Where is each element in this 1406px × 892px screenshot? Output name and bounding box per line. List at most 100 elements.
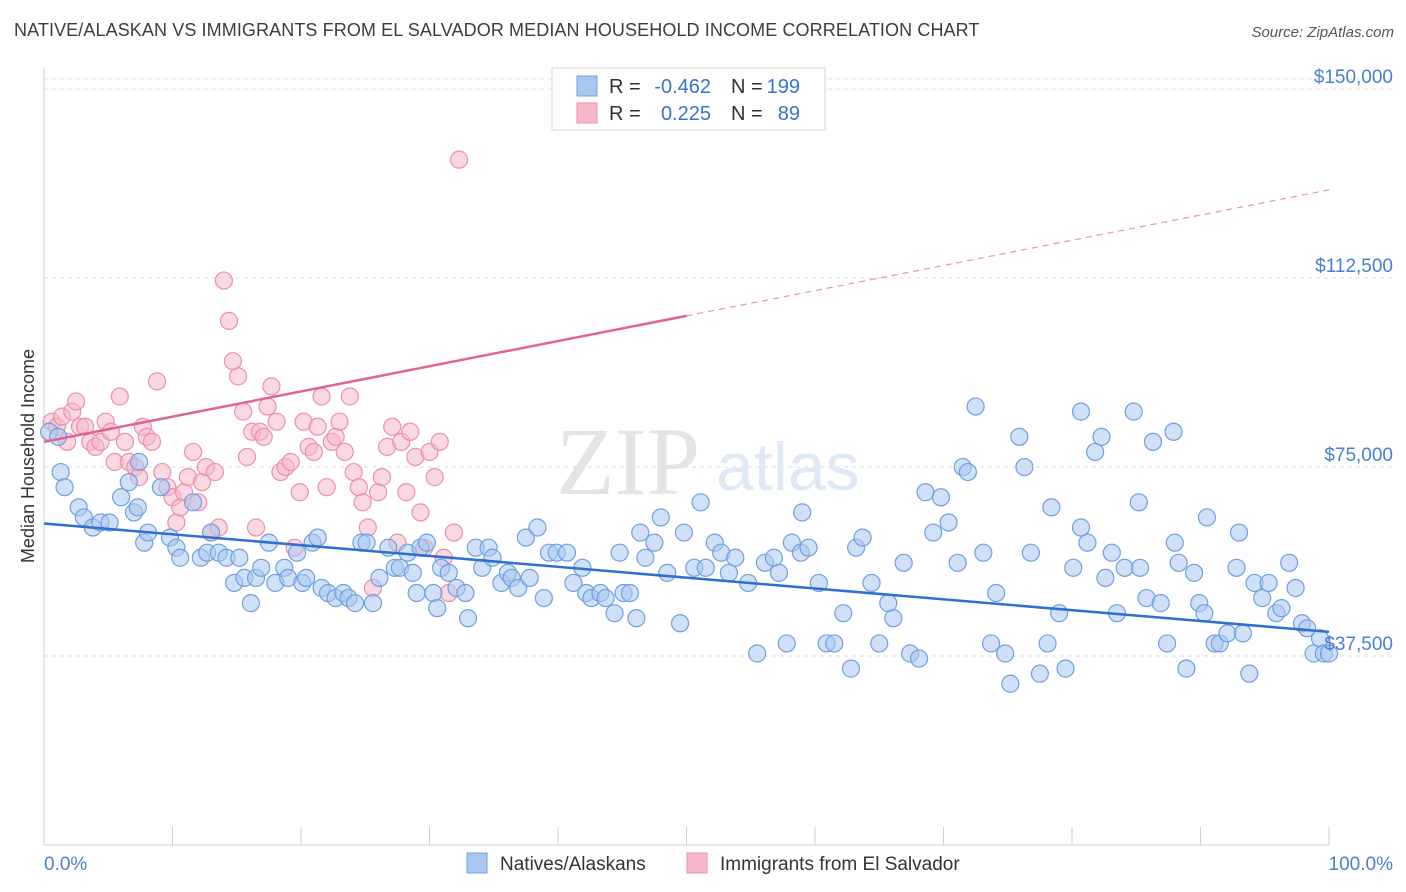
source-label: Source: ZipAtlas.com [1251,24,1394,41]
natives-point-143 [1021,543,1040,562]
natives-point-81 [564,573,583,593]
natives-point-191 [1071,518,1091,537]
axes [43,68,1330,846]
legend-n-value-2: 89 [778,103,800,125]
natives-point-108 [764,548,783,567]
bottom-legend-label-immigrants: Immigrants from El Salvador [720,854,960,875]
natives-point-48 [357,533,376,552]
immigrants-point-78 [401,422,420,441]
natives-point-175 [1240,664,1259,683]
trend-line-immigrants-dashed [686,189,1330,317]
natives-point-117 [834,604,853,623]
natives-point-130 [931,488,951,507]
natives-point-20 [183,493,203,512]
immigrants-point-68 [353,493,372,512]
natives-point-135 [966,397,985,416]
natives-point-113 [799,538,818,557]
y-tick-labels: $150,000 $112,500 $75,000 $37,500 [1314,67,1393,655]
natives-point-165 [1169,553,1188,572]
immigrants-point-60 [317,478,336,497]
natives-point-64 [456,583,475,603]
natives-point-77 [534,588,553,608]
natives-point-149 [1064,558,1083,577]
natives-point-116 [825,634,844,653]
immigrants-point-64 [335,442,354,462]
legend-n-label-2: N = [731,103,763,125]
legend-swatch-blue [576,75,598,97]
natives-point-58 [417,533,437,552]
watermark: ZIP atlas [556,408,860,515]
natives-point-161 [1143,432,1163,451]
immigrants-point-59 [312,387,331,406]
natives-point-95 [658,563,677,582]
natives-point-125 [894,553,913,572]
immigrants-point-77 [397,483,416,502]
natives-point-138 [987,583,1006,603]
immigrants-point-35 [205,462,225,482]
bottom-legend-swatch-pink [686,852,708,874]
immigrants-point-37 [214,271,233,290]
natives-point-36 [288,543,307,562]
immigrants-point-80 [411,503,430,522]
natives-point-9 [111,488,131,507]
natives-point-62 [439,563,458,582]
natives-point-60 [428,599,447,618]
natives-point-166 [1177,659,1196,678]
natives-point-150 [1071,402,1091,421]
correlation-legend: R = -0.462 N = 199 R = 0.225 N = 89 [551,67,826,131]
natives-point-127 [909,649,929,668]
legend-swatch-pink [576,102,598,124]
natives-point-56 [407,583,426,603]
y-tick-label-1: $112,500 [1315,256,1393,277]
immigrants-point-54 [290,483,309,502]
natives-point-69 [483,548,502,567]
natives-point-174 [1233,624,1253,643]
natives-point-159 [1131,558,1150,577]
immigrants-point-39 [223,352,242,371]
natives-point-104 [726,548,745,567]
natives-point-96 [670,614,690,633]
natives-point-91 [631,523,650,542]
natives-point-147 [1050,604,1069,623]
natives-point-140 [1001,674,1020,693]
natives-point-195 [1165,533,1184,552]
natives-point-177 [1253,588,1272,608]
natives-point-120 [853,528,872,547]
immigrants-point-26 [167,513,186,532]
immigrants-point-44 [246,518,266,537]
bottom-legend-label-natives: Natives/Alaskans [500,854,646,875]
natives-point-80 [557,543,577,562]
natives-point-190 [793,503,812,522]
y-tick-label-2: $75,000 [1324,445,1393,466]
immigrants-point-47 [258,397,277,416]
natives-point-87 [605,604,624,623]
y-tick-label-3: $37,500 [1324,634,1393,655]
immigrants-point-46 [254,427,273,446]
immigrants-point-67 [349,478,368,497]
trend-line-natives [43,522,1330,634]
series-immigrants-el-salvador [42,150,469,603]
immigrants-point-52 [281,452,300,472]
immigrants-point-49 [267,412,286,431]
natives-point-139 [996,644,1015,663]
natives-point-74 [516,528,535,547]
immigrants-point-69 [358,518,377,537]
y-axis-label: Median Household Income [18,349,38,563]
legend-r-label-2: R = [609,103,641,125]
natives-point-157 [1115,558,1134,577]
natives-point-181 [1280,553,1299,572]
natives-point-193 [1129,493,1148,512]
x-tick-label-min: 0.0% [44,854,87,875]
natives-point-153 [1092,427,1111,446]
natives-point-124 [884,609,903,628]
natives-point-169 [1197,508,1217,527]
natives-point-192 [1195,604,1214,623]
immigrants-point-21 [142,432,162,451]
natives-point-99 [691,493,710,512]
immigrants-point-63 [330,412,349,431]
natives-point-29 [241,594,260,613]
natives-point-110 [777,634,796,653]
trend-lines [43,189,1330,634]
immigrants-point-74 [383,417,402,436]
